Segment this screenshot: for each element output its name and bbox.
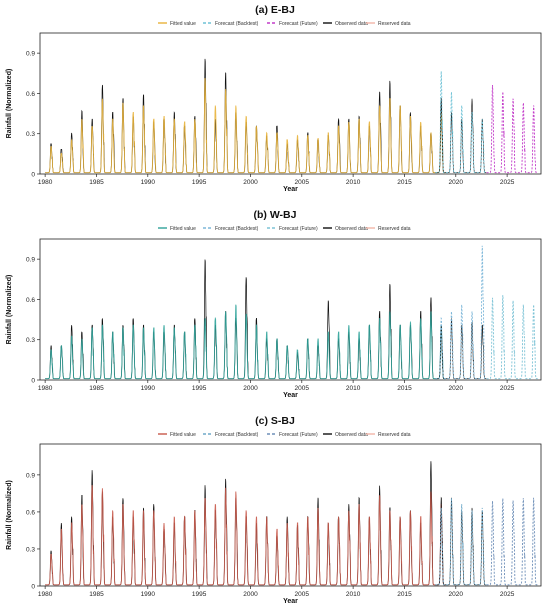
legend-entry: Fitted value: [170, 21, 196, 27]
legend-entry: Forecast (Future): [279, 21, 318, 27]
chart-title: (b) W-BJ: [254, 209, 297, 221]
x-tick-label: 2000: [243, 385, 258, 392]
x-tick-label: 2015: [397, 591, 412, 598]
x-tick-label: 2010: [346, 385, 361, 392]
y-tick-label: 0.6: [26, 509, 35, 516]
legend-entry: Forecast (Backtest): [215, 432, 259, 438]
x-tick-label: 1980: [38, 385, 53, 392]
y-tick-label: 0: [31, 378, 35, 385]
y-axis-label: Rainfall (Normalized): [6, 69, 13, 139]
x-tick-label: 1995: [192, 385, 207, 392]
x-tick-label: 1985: [89, 591, 104, 598]
y-axis-label: Rainfall (Normalized): [6, 275, 13, 345]
series-backtest: [435, 71, 487, 174]
legend-entry: Fitted value: [170, 432, 196, 438]
x-axis-label: Year: [283, 598, 298, 605]
x-tick-label: 1990: [141, 385, 156, 392]
y-tick-label: 0.3: [26, 337, 35, 344]
x-tick-label: 2005: [295, 179, 310, 186]
x-tick-label: 1985: [89, 385, 104, 392]
x-tick-label: 2010: [346, 591, 361, 598]
x-axis-label: Year: [283, 392, 298, 399]
plot-frame: [39, 443, 542, 587]
x-tick-label: 2020: [449, 385, 464, 392]
x-tick-label: 2005: [295, 385, 310, 392]
x-tick-label: 2005: [295, 591, 310, 598]
legend-entry: Forecast (Future): [279, 226, 318, 232]
x-tick-label: 2020: [449, 591, 464, 598]
x-tick-label: 1995: [192, 179, 207, 186]
x-tick-label: 2015: [397, 179, 412, 186]
x-tick-label: 2010: [346, 179, 361, 186]
x-tick-label: 2025: [500, 179, 515, 186]
x-tick-label: 2025: [500, 385, 515, 392]
y-tick-label: 0.3: [26, 546, 35, 553]
series-group: [45, 58, 538, 174]
legend-entry: Observed data: [335, 432, 368, 438]
series-backtest: [435, 245, 487, 380]
y-tick-label: 0: [31, 172, 35, 179]
y-tick-label: 0.9: [26, 51, 35, 58]
legend-entry: Forecast (Backtest): [215, 21, 259, 27]
plot-frame: [39, 238, 542, 381]
series-future: [486, 84, 538, 174]
series-fitted: [45, 485, 446, 586]
series-fitted: [45, 304, 446, 380]
x-tick-label: 2000: [243, 591, 258, 598]
plot-frame: [39, 32, 542, 175]
legend-entry: Reserved data: [378, 432, 411, 438]
x-tick-label: 1995: [192, 591, 207, 598]
x-tick-label: 1980: [38, 591, 53, 598]
legend-entry: Observed data: [335, 226, 368, 232]
chart-title: (c) S-BJ: [255, 415, 295, 427]
y-axis-label: Rainfall (Normalized): [6, 480, 13, 550]
series-backtest: [435, 497, 487, 586]
series-group: [45, 461, 538, 586]
y-tick-label: 0.3: [26, 131, 35, 138]
series-fitted: [45, 78, 446, 174]
series-group: [45, 245, 538, 380]
x-axis-label: Year: [283, 186, 298, 193]
x-tick-label: 2015: [397, 385, 412, 392]
x-tick-label: 1985: [89, 179, 104, 186]
chart-panel-1: (a) E-BJ Fitted value Forecast (Backtest) F…: [6, 4, 542, 193]
x-tick-label: 1980: [38, 179, 53, 186]
chart-title: (a) E-BJ: [255, 4, 295, 16]
y-tick-label: 0.6: [26, 91, 35, 98]
x-tick-label: 1990: [141, 179, 156, 186]
x-tick-label: 2020: [449, 179, 464, 186]
chart-panel-2: (b) W-BJ Fitted value Forecast (Backtest) F…: [6, 209, 542, 399]
legend-entry: Forecast (Future): [279, 432, 318, 438]
legend-entry: Forecast (Backtest): [215, 226, 259, 232]
series-future: [486, 497, 538, 586]
y-tick-label: 0: [31, 584, 35, 591]
legend-entry: Reserved data: [378, 226, 411, 232]
legend-entry: Reserved data: [378, 21, 411, 27]
x-tick-label: 2025: [500, 591, 515, 598]
chart-panel-3: (c) S-BJ Fitted value Forecast (Backtest) F…: [6, 415, 542, 605]
series-future: [486, 295, 538, 380]
y-tick-label: 0.6: [26, 297, 35, 304]
legend-entry: Observed data: [335, 21, 368, 27]
y-tick-label: 0.9: [26, 472, 35, 479]
x-tick-label: 1990: [141, 591, 156, 598]
y-tick-label: 0.9: [26, 257, 35, 264]
x-tick-label: 2000: [243, 179, 258, 186]
legend-entry: Fitted value: [170, 226, 196, 232]
